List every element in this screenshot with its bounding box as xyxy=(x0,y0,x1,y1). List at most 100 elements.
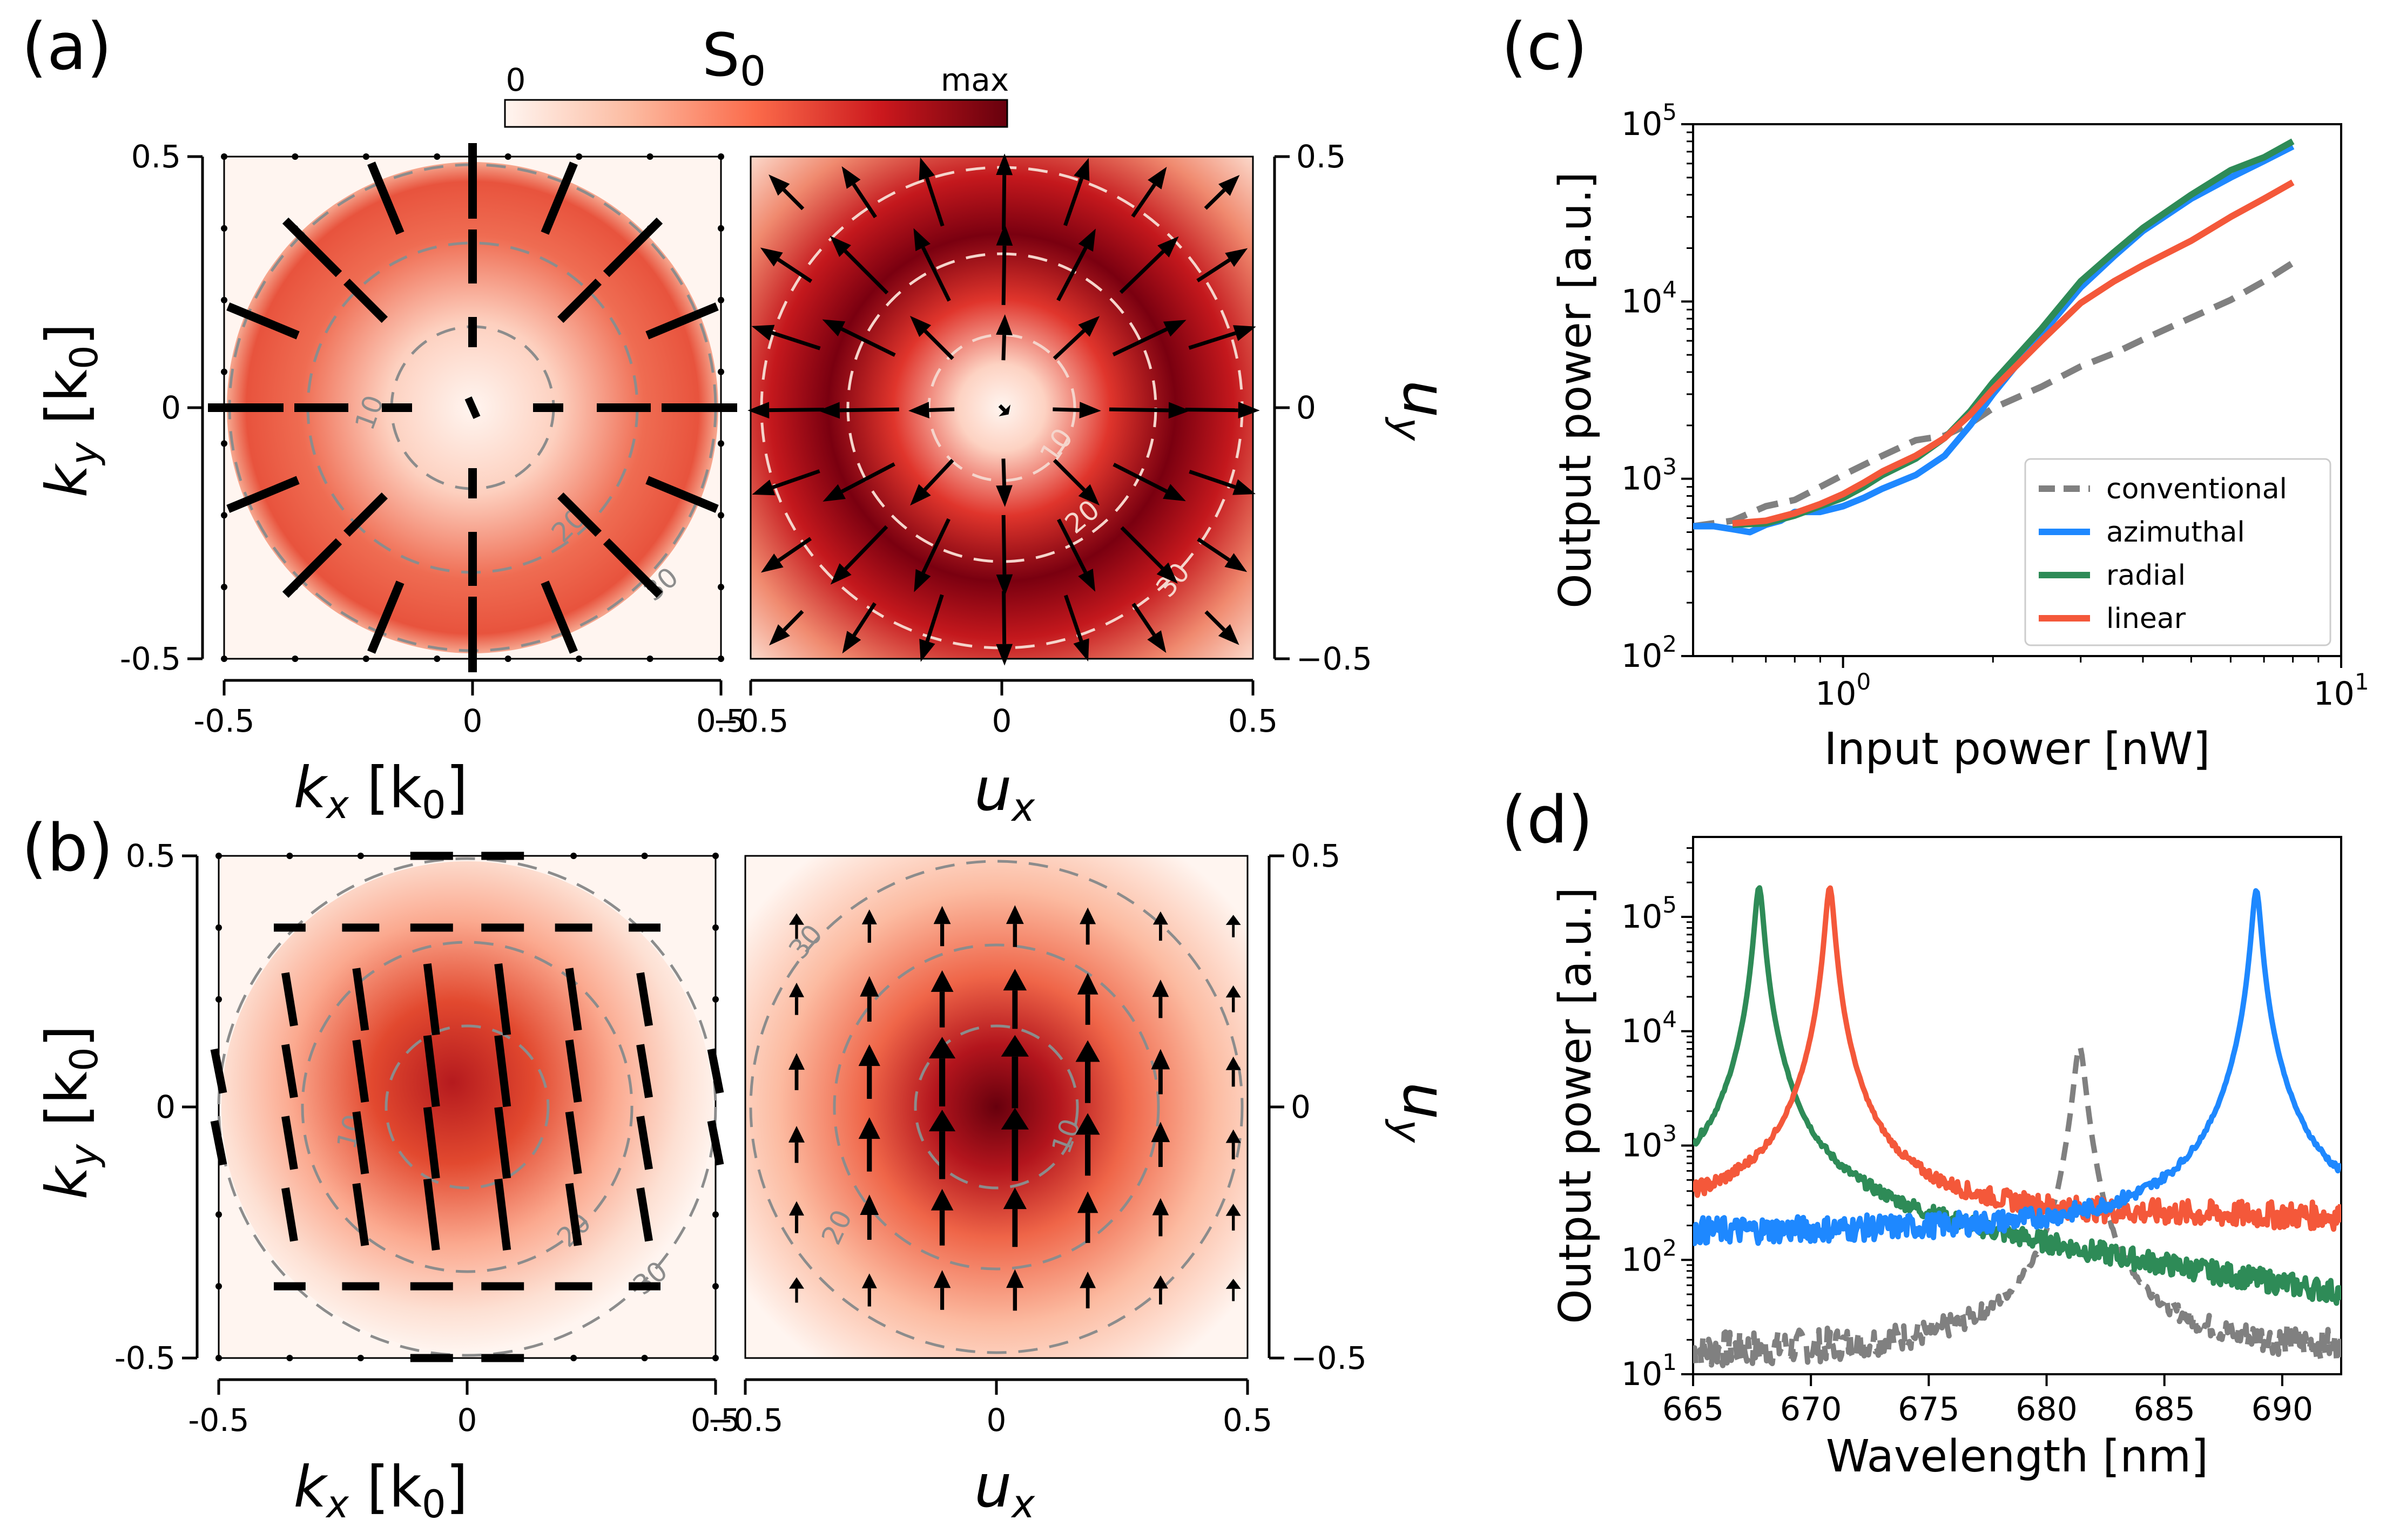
b-uy-label: uy xyxy=(1384,1082,1459,1144)
arrow-shaft xyxy=(925,594,944,642)
polarization-bar xyxy=(636,1044,653,1098)
arrow-head xyxy=(789,913,804,925)
arrow-head xyxy=(861,909,877,924)
arrow-head xyxy=(931,970,954,992)
y-tick-label: -0.5 xyxy=(120,640,181,677)
arrow-shaft xyxy=(777,258,813,283)
field-arrow xyxy=(914,518,951,592)
arrow-head xyxy=(1078,569,1096,592)
arrow-shaft xyxy=(1204,188,1226,210)
arrow-head xyxy=(1218,624,1239,645)
legend: conventional azimuthal radial linear xyxy=(2024,458,2331,646)
arrow-head xyxy=(1006,905,1024,924)
field-arrow xyxy=(822,319,896,357)
arrow-shaft xyxy=(1001,245,1007,305)
y-tick-label: 0 xyxy=(156,1089,176,1125)
arrow-shaft xyxy=(1053,407,1080,412)
polarization-bar xyxy=(423,1178,440,1251)
field-arrow xyxy=(789,1201,804,1233)
contour-ring xyxy=(301,941,633,1273)
field-arrow xyxy=(1053,402,1101,418)
field-arrow xyxy=(908,402,955,418)
field-arrow xyxy=(1112,320,1187,356)
arrow-head xyxy=(841,166,861,189)
x-tick-label: 0 xyxy=(992,703,1012,739)
polarization-dot xyxy=(712,924,719,931)
field-arrow xyxy=(769,174,805,211)
contour-ring xyxy=(914,1024,1079,1190)
b-kx-label: kx [k0] xyxy=(294,1454,468,1527)
arrow-shaft xyxy=(924,329,954,360)
arrow-shaft xyxy=(1002,175,1007,230)
field-arrow xyxy=(998,404,1011,417)
map-y-axis: -0.5 0 0.5 xyxy=(114,837,199,1376)
series-line-linear xyxy=(1732,179,2295,527)
polarization-dot xyxy=(718,584,724,591)
arrow-shaft xyxy=(1188,331,1236,350)
x-tick-label: 0 xyxy=(987,1402,1007,1438)
polarization-dot xyxy=(570,853,577,859)
field-arrow xyxy=(1225,915,1241,937)
map-intensity-disk xyxy=(221,861,713,1353)
field-arrow xyxy=(910,458,954,506)
field-arrow xyxy=(931,1188,954,1246)
arrow-head xyxy=(818,402,840,419)
x-tick-label: 690 xyxy=(2252,1390,2314,1428)
x-tick-label: 0.5 xyxy=(1223,1402,1272,1438)
polarization-dot xyxy=(221,153,227,160)
arrow-shaft xyxy=(844,249,889,295)
map-frame xyxy=(750,156,1254,660)
arrow-head xyxy=(830,563,852,585)
polarization-bar xyxy=(565,1183,582,1246)
field-arrow xyxy=(1152,980,1169,1018)
arrow-head xyxy=(1147,630,1167,653)
field-arrow xyxy=(929,1110,956,1179)
x-axis-label: Wavelength [nm] xyxy=(1826,1431,2208,1482)
polarization-bar xyxy=(343,278,388,323)
y-tick-label: 0.5 xyxy=(126,837,176,874)
polarization-bar xyxy=(494,963,511,1036)
polarization-dot xyxy=(286,1355,293,1361)
polarization-bar xyxy=(636,1116,653,1170)
colorbar: 0 max S0 xyxy=(504,21,1009,128)
field-arrow xyxy=(1001,1035,1029,1109)
field-arrow xyxy=(1006,905,1024,947)
field-arrow xyxy=(789,982,804,1015)
field-arrow xyxy=(996,458,1013,507)
polarization-bar xyxy=(282,217,342,278)
polarization-bar xyxy=(707,1120,724,1166)
polarization-dot xyxy=(712,996,719,1003)
field-arrow xyxy=(1003,969,1027,1029)
field-arrow xyxy=(1204,610,1239,645)
polarization-dot xyxy=(221,225,227,232)
panel-label-d: (d) xyxy=(1501,783,1593,858)
arrow-head xyxy=(1152,980,1169,997)
y-tick-label: −0.5 xyxy=(1296,640,1372,677)
field-arrow xyxy=(823,462,895,502)
x-tick-label: 685 xyxy=(2133,1390,2195,1428)
x-tick-label: 0.5 xyxy=(1228,703,1278,739)
polarization-dot xyxy=(718,153,724,160)
y-tick-label: 105 xyxy=(1621,99,1677,143)
field-arrow xyxy=(769,610,804,646)
arrow-shaft xyxy=(929,407,955,412)
polarization-dot xyxy=(718,656,724,662)
map-x-axis: −0.5 0 0.5 xyxy=(707,1378,1272,1438)
series-line-linear xyxy=(1693,885,2341,1232)
arrow-shaft xyxy=(771,330,821,350)
polarization-dot xyxy=(576,656,583,662)
field-arrow xyxy=(788,1126,805,1163)
field-arrow xyxy=(933,1270,951,1310)
arrow-shaft xyxy=(1120,526,1164,570)
y-tick-label: 0.5 xyxy=(1291,837,1340,874)
a-uy-label: uy xyxy=(1384,380,1459,442)
arrow-head xyxy=(1078,484,1100,505)
arrow-head xyxy=(861,1273,877,1288)
arrow-shaft xyxy=(782,188,805,211)
arrow-shaft xyxy=(1063,595,1083,642)
y-tick-label: 102 xyxy=(1621,1234,1677,1279)
polarization-bar xyxy=(352,1039,369,1103)
field-arrow xyxy=(858,1044,880,1099)
